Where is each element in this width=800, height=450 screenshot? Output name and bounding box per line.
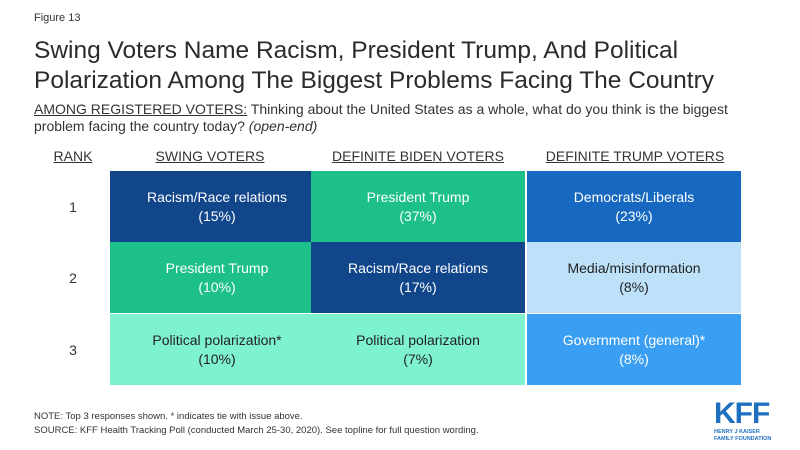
cell-value: (7%) xyxy=(403,350,433,367)
logo-tagline-1: HENRY J KAISER xyxy=(714,429,760,435)
table-cell: Political polarization* (10%) xyxy=(110,314,324,385)
kff-logo: KFF HENRY J KAISER FAMILY FOUNDATION xyxy=(714,397,774,446)
footnote-note: NOTE: Top 3 responses shown. * indicates… xyxy=(34,411,303,422)
subtitle-note: (open-end) xyxy=(248,118,318,134)
rank-number: 3 xyxy=(69,341,77,358)
cell-label: Racism/Race relations xyxy=(146,188,288,205)
cell-label: President Trump xyxy=(366,188,470,205)
cell-value: (17%) xyxy=(399,278,437,295)
column-header-rank: RANK xyxy=(53,148,93,164)
cell-label: Media/misinformation xyxy=(567,259,701,276)
column-header-1: SWING VOTERS xyxy=(155,148,265,164)
cell-value: (10%) xyxy=(198,350,236,367)
cell-label: Government (general)* xyxy=(562,331,706,348)
subtitle-question: Thinking about the United States as a wh… xyxy=(34,101,728,134)
subtitle-lead: AMONG REGISTERED VOTERS: xyxy=(34,101,248,117)
table-cell: Political polarization (7%) xyxy=(311,314,525,385)
logo-tagline-2: FAMILY FOUNDATION xyxy=(714,435,772,442)
chart-title: Swing Voters Name Racism, President Trum… xyxy=(34,37,715,94)
logo-text: KFF xyxy=(714,397,770,430)
cell-value: (10%) xyxy=(198,278,236,295)
rank-number: 2 xyxy=(69,269,77,286)
cell-label: Democrats/Liberals xyxy=(573,188,695,205)
table-cell: President Trump (10%) xyxy=(110,242,324,313)
rank-number: 1 xyxy=(69,198,77,215)
table-cell: Racism/Race relations (15%) xyxy=(110,171,324,242)
cell-value: (15%) xyxy=(198,207,236,224)
cell-value: (23%) xyxy=(615,207,653,224)
cell-value: (8%) xyxy=(619,278,649,295)
footnote-source: SOURCE: KFF Health Tracking Poll (conduc… xyxy=(34,425,479,436)
cell-label: Political polarization* xyxy=(152,331,282,348)
cell-label: Political polarization xyxy=(356,331,480,348)
table-cell: Government (general)* (8%) xyxy=(527,314,741,385)
cell-label: Racism/Race relations xyxy=(347,259,489,276)
table-cell: Media/misinformation (8%) xyxy=(527,242,741,313)
column-header-2: DEFINITE BIDEN VOTERS xyxy=(332,148,504,164)
table-cell: Democrats/Liberals (23%) xyxy=(527,171,741,242)
table-cell: President Trump (37%) xyxy=(311,171,525,242)
logo-tagline: HENRY J KAISER FAMILY FOUNDATION xyxy=(714,429,774,442)
cell-value: (37%) xyxy=(399,207,437,224)
cell-value: (8%) xyxy=(619,350,649,367)
column-header-3: DEFINITE TRUMP VOTERS xyxy=(545,148,725,164)
figure-label: Figure 13 xyxy=(34,12,81,24)
chart-subtitle: AMONG REGISTERED VOTERS: Thinking about … xyxy=(34,101,774,135)
cell-label: President Trump xyxy=(165,259,269,276)
table-cell: Racism/Race relations (17%) xyxy=(311,242,525,313)
